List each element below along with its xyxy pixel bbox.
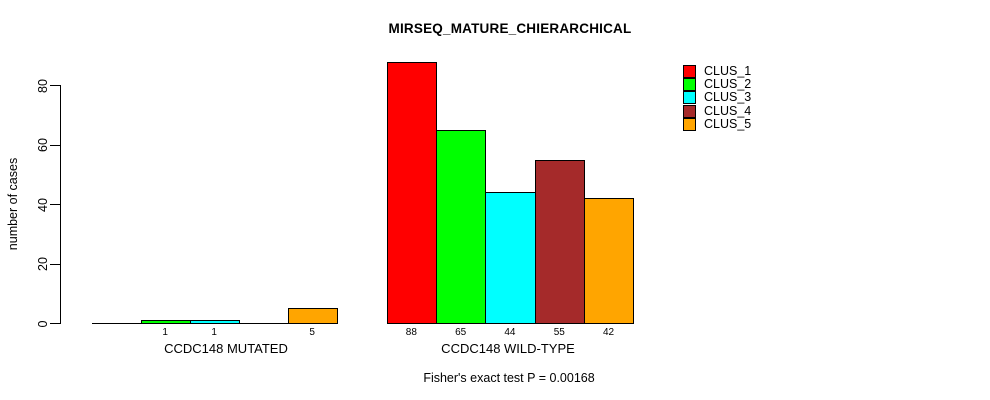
legend-label-clus_5: CLUS_5 xyxy=(704,116,752,131)
y-axis-tick xyxy=(50,204,60,206)
legend-swatch-clus_5 xyxy=(683,117,696,131)
bar-clus_2 xyxy=(436,129,487,324)
y-axis-tick xyxy=(50,144,60,146)
y-axis-tick-label: 0 xyxy=(36,320,50,327)
y-axis-tick xyxy=(50,323,60,324)
legend-swatch-clus_1 xyxy=(683,65,696,78)
bar-value-label: 42 xyxy=(602,327,615,338)
bar-value-label: 55 xyxy=(553,327,565,338)
bar-clus_4 xyxy=(534,159,585,324)
legend-label-clus_1: CLUS_1 xyxy=(704,64,752,78)
chart-title: MIRSEQ_MATURE_CHIERARCHICAL xyxy=(388,21,632,36)
y-axis-title: number of cases xyxy=(6,157,20,251)
y-axis-tick-label: 20 xyxy=(36,257,50,272)
legend-label-clus_4: CLUS_4 xyxy=(704,103,752,118)
bar-clus_1 xyxy=(386,61,437,324)
bar-clus_2 xyxy=(140,320,191,324)
bar-value-label: 1 xyxy=(162,327,168,338)
bar-value-label: 1 xyxy=(211,327,217,338)
y-axis-tick xyxy=(50,85,60,87)
legend-swatch-clus_3 xyxy=(683,91,696,105)
y-axis-tick xyxy=(50,263,60,265)
bar-value-label: 88 xyxy=(405,327,417,338)
bar-clus_3 xyxy=(189,320,240,324)
y-axis-tick-label: 60 xyxy=(36,138,50,153)
bar-clus_3 xyxy=(485,192,536,324)
annotation-text: Fisher's exact test P = 0.00168 xyxy=(423,371,595,385)
bar-clus_5 xyxy=(287,308,338,324)
bar-value-label: 5 xyxy=(309,327,315,338)
group-label: CCDC148 WILD-TYPE xyxy=(441,341,575,356)
legend-label-clus_2: CLUS_2 xyxy=(704,77,752,92)
legend-label-clus_3: CLUS_3 xyxy=(704,90,752,105)
legend-swatch-clus_4 xyxy=(683,104,696,118)
bar-clus_5 xyxy=(583,198,635,324)
legend-swatch-clus_2 xyxy=(683,78,696,92)
bar-value-label: 44 xyxy=(504,327,516,338)
bar-value-label: 65 xyxy=(455,327,467,338)
y-axis-line xyxy=(60,85,61,324)
group-label: CCDC148 MUTATED xyxy=(164,341,288,356)
y-axis-tick-label: 80 xyxy=(36,78,50,93)
y-axis-tick-label: 40 xyxy=(36,197,50,212)
